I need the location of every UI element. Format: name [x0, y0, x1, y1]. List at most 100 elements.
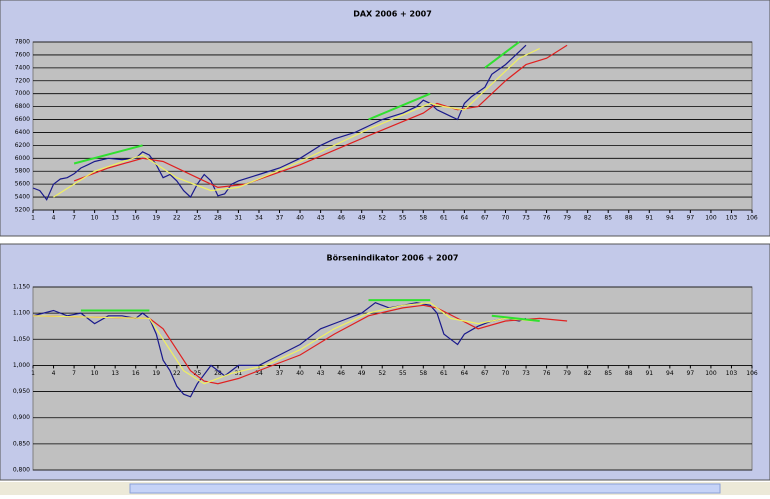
x-tick-label: 49	[358, 215, 366, 222]
x-tick-label: 100	[705, 370, 717, 377]
x-tick-label: 4	[52, 215, 56, 222]
x-tick-label: 58	[419, 215, 427, 222]
y-tick-label: 7800	[15, 39, 30, 46]
x-tick-label: 70	[502, 215, 510, 222]
y-tick-label: 6800	[15, 103, 30, 110]
y-tick-label: 6000	[15, 155, 30, 162]
y-tick-label: 6400	[15, 129, 30, 136]
x-tick-label: 37	[276, 370, 284, 377]
x-tick-label: 64	[461, 215, 469, 222]
x-tick-label: 22	[173, 215, 181, 222]
y-tick-label: 7200	[15, 77, 30, 84]
y-tick-label: 0,950	[13, 388, 30, 395]
x-tick-label: 10	[91, 215, 99, 222]
x-tick-label: 34	[255, 370, 263, 377]
y-tick-label: 1,100	[13, 310, 30, 317]
y-tick-label: 1,000	[13, 362, 30, 369]
x-tick-label: 40	[296, 215, 304, 222]
x-tick-label: 25	[194, 215, 202, 222]
y-tick-label: 5800	[15, 168, 30, 175]
x-tick-label: 22	[173, 370, 181, 377]
y-tick-label: 0,800	[13, 467, 30, 474]
x-tick-label: 40	[296, 370, 304, 377]
x-tick-label: 76	[543, 370, 551, 377]
x-tick-label: 58	[419, 370, 427, 377]
x-tick-label: 1	[31, 215, 35, 222]
x-tick-label: 73	[522, 370, 530, 377]
y-tick-label: 7000	[15, 90, 30, 97]
x-tick-label: 52	[378, 215, 386, 222]
x-tick-label: 79	[563, 215, 571, 222]
series-line	[73, 144, 143, 165]
x-tick-label: 43	[317, 215, 325, 222]
scroll-thumb[interactable]	[129, 483, 721, 494]
x-tick-label: 46	[337, 215, 345, 222]
y-tick-label: 0,900	[13, 414, 30, 421]
x-tick-label: 106	[746, 370, 758, 377]
y-tick-label: 7600	[15, 51, 30, 58]
x-tick-label: 97	[687, 215, 695, 222]
x-tick-label: 61	[440, 370, 448, 377]
x-tick-label: 103	[726, 215, 738, 222]
x-tick-label: 43	[317, 370, 325, 377]
x-tick-label: 10	[91, 370, 99, 377]
y-tick-label: 6200	[15, 142, 30, 149]
x-tick-label: 19	[152, 215, 160, 222]
x-tick-label: 7	[72, 370, 76, 377]
y-tick-label: 1,150	[13, 284, 30, 291]
x-tick-label: 91	[645, 370, 653, 377]
series-line	[368, 92, 431, 121]
x-tick-label: 16	[132, 215, 140, 222]
x-tick-label: 1	[31, 370, 35, 377]
x-tick-label: 52	[378, 370, 386, 377]
x-tick-label: 28	[214, 215, 222, 222]
x-tick-label: 79	[563, 370, 571, 377]
y-tick-label: 1,050	[13, 336, 30, 343]
x-tick-label: 34	[255, 215, 263, 222]
series-line	[73, 44, 568, 189]
x-tick-label: 28	[214, 370, 222, 377]
y-tick-label: 5200	[15, 207, 30, 214]
x-tick-label: 67	[481, 215, 489, 222]
x-tick-label: 100	[705, 215, 717, 222]
chart-title: Börsenindikator 2006 + 2007	[327, 254, 459, 263]
x-tick-label: 46	[337, 370, 345, 377]
series-line	[53, 47, 540, 198]
x-tick-label: 85	[604, 215, 612, 222]
x-tick-label: 76	[543, 215, 551, 222]
x-tick-label: 19	[152, 370, 160, 377]
x-tick-label: 85	[604, 370, 612, 377]
series-line	[32, 304, 568, 385]
y-tick-label: 5400	[15, 194, 30, 201]
x-tick-label: 103	[726, 370, 738, 377]
x-tick-label: 88	[625, 215, 633, 222]
x-tick-label: 94	[666, 370, 674, 377]
x-tick-label: 82	[584, 370, 592, 377]
x-tick-label: 64	[461, 370, 469, 377]
x-tick-label: 73	[522, 215, 530, 222]
y-tick-label: 6600	[15, 116, 30, 123]
y-tick-label: 5600	[15, 181, 30, 188]
plot-area	[32, 286, 753, 471]
x-tick-label: 49	[358, 370, 366, 377]
x-tick-label: 61	[440, 215, 448, 222]
x-tick-label: 16	[132, 370, 140, 377]
x-tick-label: 13	[111, 215, 119, 222]
x-tick-label: 25	[194, 370, 202, 377]
x-tick-label: 31	[235, 215, 243, 222]
x-tick-label: 97	[687, 370, 695, 377]
y-tick-label: 0,850	[13, 440, 30, 447]
x-tick-label: 82	[584, 215, 592, 222]
series-line	[484, 41, 520, 69]
series-line	[32, 302, 533, 385]
x-tick-label: 4	[52, 370, 56, 377]
chart-title: DAX 2006 + 2007	[353, 10, 432, 19]
series-line	[491, 314, 540, 322]
y-tick-label: 7400	[15, 64, 30, 71]
x-tick-label: 106	[746, 215, 758, 222]
x-tick-label: 55	[399, 215, 407, 222]
x-tick-label: 13	[111, 370, 119, 377]
x-tick-label: 67	[481, 370, 489, 377]
x-tick-label: 7	[72, 215, 76, 222]
